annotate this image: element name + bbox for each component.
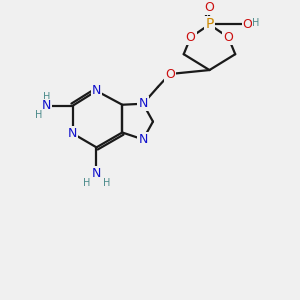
Text: N: N (42, 99, 52, 112)
Text: N: N (138, 97, 148, 110)
Text: N: N (68, 127, 77, 140)
Text: H: H (103, 178, 110, 188)
Text: H: H (35, 110, 43, 120)
Text: N: N (138, 133, 148, 146)
Text: N: N (92, 84, 101, 98)
Text: N: N (92, 167, 101, 180)
Text: P: P (205, 17, 214, 32)
Text: H: H (252, 19, 260, 28)
Text: O: O (205, 1, 214, 14)
Text: O: O (165, 68, 175, 80)
Text: O: O (242, 18, 252, 31)
Text: O: O (186, 31, 196, 44)
Text: O: O (224, 31, 233, 44)
Text: H: H (43, 92, 51, 102)
Text: H: H (83, 178, 90, 188)
